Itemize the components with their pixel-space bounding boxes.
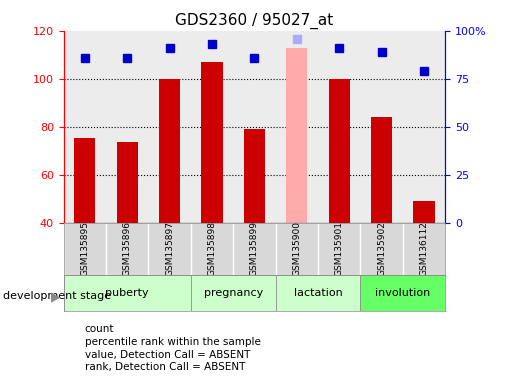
Bar: [286, 48, 307, 223]
Text: GSM135898: GSM135898: [208, 221, 216, 276]
Bar: [244, 129, 265, 223]
Text: development stage: development stage: [3, 291, 111, 301]
Bar: [371, 117, 392, 223]
Text: puberty: puberty: [105, 288, 149, 298]
Text: GSM135895: GSM135895: [81, 221, 89, 276]
Text: ▶: ▶: [51, 290, 60, 303]
Text: count: count: [85, 324, 114, 334]
Bar: [64, 275, 191, 311]
Text: lactation: lactation: [294, 288, 342, 298]
Text: percentile rank within the sample: percentile rank within the sample: [85, 337, 261, 347]
Text: GSM135900: GSM135900: [293, 221, 301, 276]
Text: GSM135899: GSM135899: [250, 221, 259, 276]
Bar: [117, 142, 138, 223]
Text: rank, Detection Call = ABSENT: rank, Detection Call = ABSENT: [85, 362, 245, 372]
Bar: [276, 275, 360, 311]
Text: involution: involution: [375, 288, 430, 298]
Text: GSM135902: GSM135902: [377, 221, 386, 276]
Bar: [329, 79, 350, 223]
Bar: [191, 275, 276, 311]
Text: GSM135901: GSM135901: [335, 221, 343, 276]
Title: GDS2360 / 95027_at: GDS2360 / 95027_at: [175, 13, 333, 29]
Bar: [69, 363, 78, 372]
Bar: [201, 62, 223, 223]
Text: GSM135897: GSM135897: [165, 221, 174, 276]
Bar: [74, 137, 95, 223]
Bar: [69, 325, 78, 334]
Bar: [159, 79, 180, 223]
Bar: [69, 338, 78, 346]
Bar: [69, 351, 78, 359]
Text: GSM135896: GSM135896: [123, 221, 131, 276]
Bar: [360, 275, 445, 311]
Text: pregnancy: pregnancy: [204, 288, 263, 298]
Bar: [413, 201, 435, 223]
Text: value, Detection Call = ABSENT: value, Detection Call = ABSENT: [85, 350, 250, 360]
Text: GSM136112: GSM136112: [420, 221, 428, 276]
